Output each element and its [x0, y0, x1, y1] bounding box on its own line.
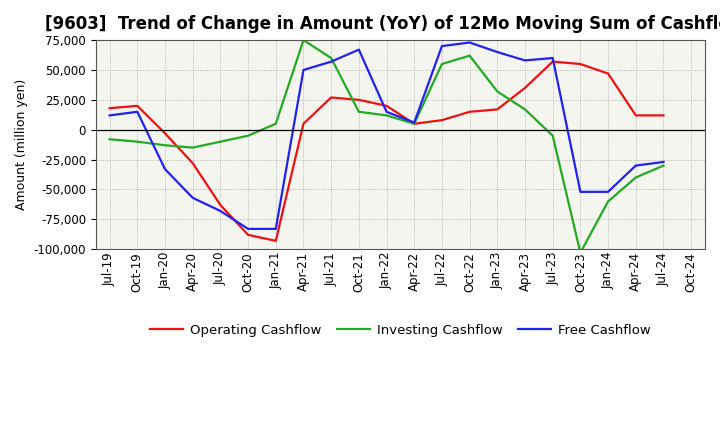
- Operating Cashflow: [410, 121, 418, 126]
- Investing Cashflow: [438, 61, 446, 66]
- Operating Cashflow: [271, 238, 280, 243]
- Title: [9603]  Trend of Change in Amount (YoY) of 12Mo Moving Sum of Cashflows: [9603] Trend of Change in Amount (YoY) o…: [45, 15, 720, 33]
- Free Cashflow: [299, 67, 307, 73]
- Operating Cashflow: [631, 113, 640, 118]
- Free Cashflow: [105, 113, 114, 118]
- Investing Cashflow: [631, 175, 640, 180]
- Operating Cashflow: [604, 71, 613, 76]
- Investing Cashflow: [189, 145, 197, 150]
- Free Cashflow: [244, 226, 253, 231]
- Investing Cashflow: [410, 121, 418, 126]
- Operating Cashflow: [521, 85, 529, 91]
- Investing Cashflow: [244, 133, 253, 138]
- Y-axis label: Amount (million yen): Amount (million yen): [15, 79, 28, 210]
- Investing Cashflow: [327, 55, 336, 61]
- Investing Cashflow: [659, 163, 667, 168]
- Investing Cashflow: [493, 89, 502, 94]
- Investing Cashflow: [133, 139, 142, 144]
- Free Cashflow: [465, 40, 474, 45]
- Free Cashflow: [521, 58, 529, 63]
- Free Cashflow: [161, 166, 169, 172]
- Operating Cashflow: [327, 95, 336, 100]
- Free Cashflow: [493, 49, 502, 55]
- Free Cashflow: [327, 59, 336, 64]
- Line: Operating Cashflow: Operating Cashflow: [109, 62, 663, 241]
- Free Cashflow: [133, 109, 142, 114]
- Free Cashflow: [271, 226, 280, 231]
- Free Cashflow: [438, 44, 446, 49]
- Operating Cashflow: [382, 103, 391, 109]
- Operating Cashflow: [354, 97, 363, 103]
- Operating Cashflow: [493, 107, 502, 112]
- Free Cashflow: [659, 159, 667, 165]
- Free Cashflow: [216, 208, 225, 213]
- Investing Cashflow: [354, 109, 363, 114]
- Operating Cashflow: [659, 113, 667, 118]
- Investing Cashflow: [576, 250, 585, 256]
- Free Cashflow: [382, 109, 391, 114]
- Free Cashflow: [604, 189, 613, 194]
- Operating Cashflow: [299, 121, 307, 126]
- Operating Cashflow: [244, 232, 253, 238]
- Operating Cashflow: [189, 161, 197, 166]
- Free Cashflow: [354, 47, 363, 52]
- Operating Cashflow: [576, 61, 585, 66]
- Investing Cashflow: [465, 53, 474, 58]
- Operating Cashflow: [161, 131, 169, 136]
- Operating Cashflow: [549, 59, 557, 64]
- Operating Cashflow: [465, 109, 474, 114]
- Investing Cashflow: [161, 143, 169, 148]
- Investing Cashflow: [382, 113, 391, 118]
- Free Cashflow: [549, 55, 557, 61]
- Free Cashflow: [631, 163, 640, 168]
- Investing Cashflow: [299, 37, 307, 43]
- Free Cashflow: [189, 195, 197, 201]
- Investing Cashflow: [271, 121, 280, 126]
- Investing Cashflow: [521, 107, 529, 112]
- Investing Cashflow: [105, 137, 114, 142]
- Investing Cashflow: [549, 133, 557, 138]
- Operating Cashflow: [438, 117, 446, 123]
- Line: Investing Cashflow: Investing Cashflow: [109, 40, 663, 253]
- Investing Cashflow: [216, 139, 225, 144]
- Free Cashflow: [576, 189, 585, 194]
- Operating Cashflow: [216, 202, 225, 208]
- Investing Cashflow: [604, 199, 613, 204]
- Operating Cashflow: [133, 103, 142, 109]
- Legend: Operating Cashflow, Investing Cashflow, Free Cashflow: Operating Cashflow, Investing Cashflow, …: [145, 319, 656, 342]
- Operating Cashflow: [105, 106, 114, 111]
- Free Cashflow: [410, 120, 418, 125]
- Line: Free Cashflow: Free Cashflow: [109, 43, 663, 229]
